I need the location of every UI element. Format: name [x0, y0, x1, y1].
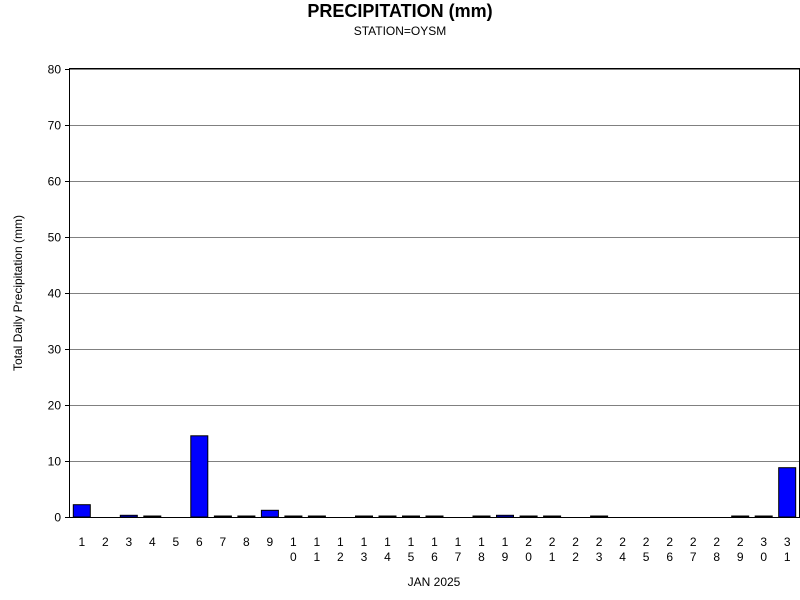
x-axis-label: JAN 2025 — [408, 575, 461, 589]
x-tick-label: 5 — [172, 535, 179, 549]
bar-day-10 — [284, 515, 303, 518]
y-tick-label: 50 — [48, 231, 62, 245]
bar-day-29 — [731, 515, 750, 518]
x-tick-label: 4 — [149, 535, 156, 549]
bar-day-31 — [778, 467, 797, 518]
bar-day-19 — [496, 514, 514, 518]
x-axis: 1 2 3 4 5 6 7 8 9 1 01 11 21 31 41 51 61 71 81 92 02 12 22 32 42… — [78, 535, 790, 564]
bar-day-6 — [190, 435, 209, 518]
x-tick-label: 2 — [102, 535, 109, 549]
bar-day-16 — [425, 515, 444, 518]
bar-day-14 — [378, 515, 397, 518]
bar-day-3 — [119, 514, 138, 518]
x-tick-label: 7 — [220, 535, 227, 549]
bar-day-4 — [143, 515, 162, 518]
chart-title: PRECIPITATION (mm) — [307, 1, 493, 21]
bar-day-23 — [590, 515, 609, 518]
bar-day-21 — [543, 515, 562, 518]
grid-lines — [70, 69, 799, 462]
y-tick-label: 60 — [48, 175, 62, 189]
bar-day-18 — [472, 515, 491, 518]
bar-day-9 — [260, 509, 279, 518]
chart-subtitle: STATION=OYSM — [353, 24, 447, 38]
y-tick-label: 10 — [48, 455, 62, 469]
y-tick-label: 40 — [48, 287, 62, 301]
y-tick-label: 30 — [48, 343, 62, 357]
y-axis: 0 10 20 30 40 50 60 70 80 — [48, 63, 70, 525]
bar-day-7 — [213, 515, 232, 518]
bar-day-1 — [72, 504, 91, 518]
bar-day-30 — [754, 515, 773, 518]
y-tick-label: 80 — [48, 63, 62, 77]
x-tick-label: 8 — [243, 535, 250, 549]
x-tick-label: 1 — [78, 535, 85, 549]
bar-day-8 — [237, 515, 256, 518]
x-tick-label: 6 — [196, 535, 203, 549]
y-tick-label: 0 — [54, 511, 61, 525]
x-tick-label: 3 — [125, 535, 132, 549]
y-axis-label: Total Daily Precipitation (mm) — [11, 215, 25, 371]
y-tick-label: 20 — [48, 399, 62, 413]
bar-day-13 — [355, 515, 373, 518]
bars — [72, 435, 797, 518]
y-tick-label: 70 — [48, 119, 62, 133]
bar-day-11 — [307, 515, 326, 518]
x-tick-label: 9 — [267, 535, 274, 549]
bar-day-20 — [519, 515, 538, 518]
bar-day-15 — [402, 515, 420, 518]
